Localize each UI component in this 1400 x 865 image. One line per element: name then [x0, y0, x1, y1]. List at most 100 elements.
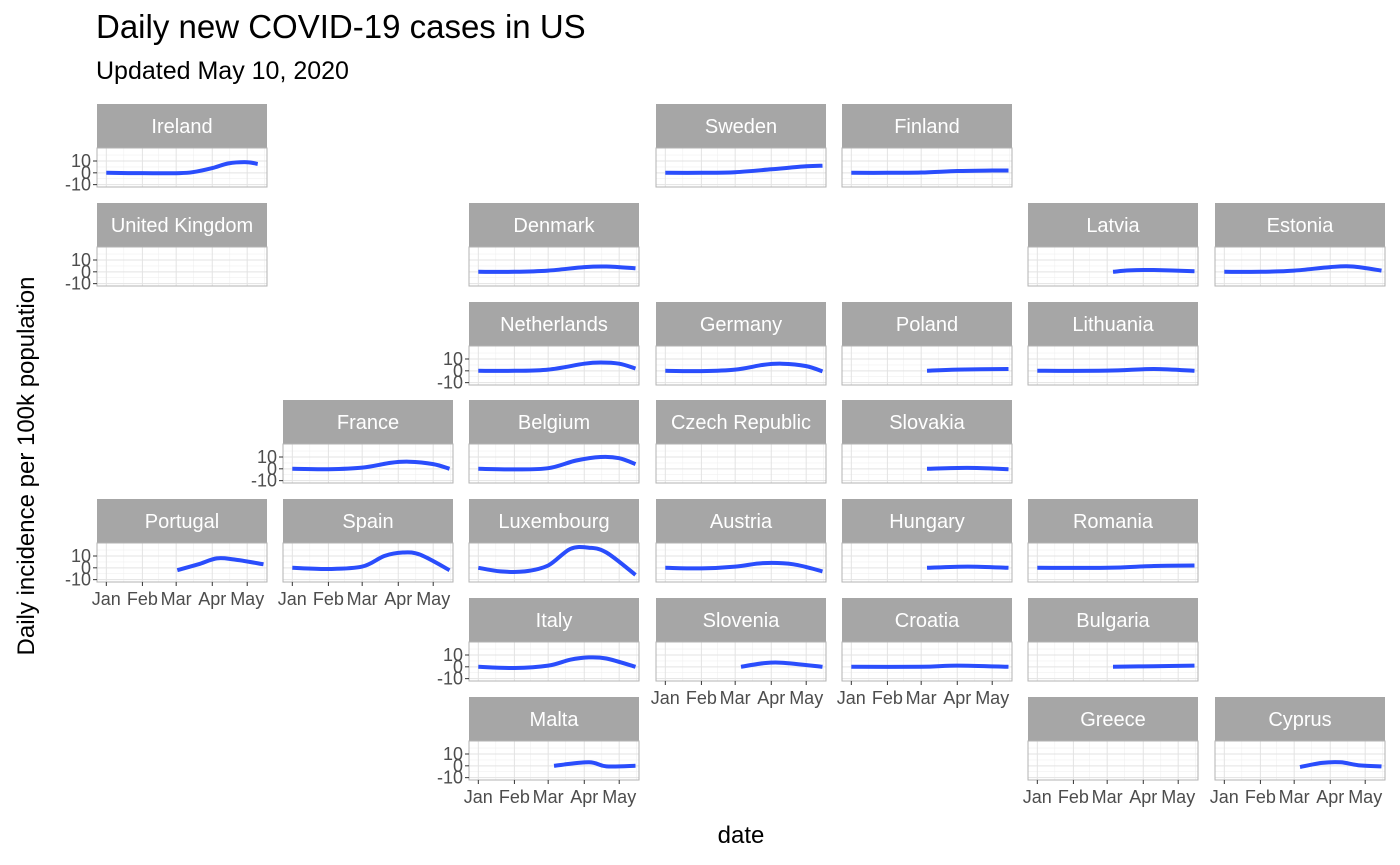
- series-line-romania: [1037, 563, 1195, 570]
- x-tick-label: Feb: [127, 589, 158, 609]
- facet-strip: [842, 598, 1012, 642]
- facet-strip-label: Austria: [710, 511, 773, 533]
- plot-area: [97, 247, 267, 286]
- series-line-hungary: [926, 564, 1009, 570]
- x-tick-label: Jan: [651, 688, 680, 708]
- facet-strip-label: Slovakia: [889, 412, 965, 434]
- y-tick-label: -10: [251, 471, 277, 491]
- panel-border: [1214, 246, 1386, 287]
- panel-border: [468, 542, 640, 583]
- series-line-portugal: [176, 556, 264, 573]
- series-line-slovenia: [740, 660, 823, 669]
- series-line-finland: [851, 168, 1009, 175]
- x-tick-label: Apr: [1316, 787, 1344, 807]
- x-tick-label: Feb: [686, 688, 717, 708]
- facet-strip: [842, 499, 1012, 543]
- y-tick-label: 0: [453, 756, 463, 776]
- x-tick-label: Mar: [161, 589, 192, 609]
- facet-strip: [469, 302, 639, 346]
- plot-area: [469, 741, 639, 780]
- y-tick-label: 0: [81, 163, 91, 183]
- plot-area: [1028, 247, 1198, 286]
- facet-panel-ireland: Ireland: [96, 104, 268, 188]
- panel-border: [655, 147, 827, 188]
- x-tick-label: Mar: [533, 787, 564, 807]
- facet-strip-label: Cyprus: [1268, 709, 1331, 731]
- series-line-sweden: [665, 163, 823, 175]
- facet-strip-label: Ireland: [151, 116, 212, 138]
- plot-area: [842, 148, 1012, 187]
- panel-border: [282, 443, 454, 484]
- x-tick-label: Mar: [1092, 787, 1123, 807]
- x-tick-label: Jan: [92, 589, 121, 609]
- series-line-spain: [292, 550, 451, 572]
- facet-panel-italy: Italy: [468, 598, 640, 682]
- series-line-latvia: [1112, 267, 1195, 274]
- y-tick-label: 0: [267, 459, 277, 479]
- facet-strip-label: Greece: [1080, 709, 1146, 731]
- facet-panel-czech-republic: Czech Republic: [655, 400, 827, 484]
- panel-border: [841, 542, 1013, 583]
- facet-strip: [469, 697, 639, 741]
- facet-panel-luxembourg: Luxembourg: [468, 499, 640, 583]
- facet-panel-united-kingdom: United Kingdom: [96, 203, 268, 287]
- x-tick-label: Apr: [757, 688, 785, 708]
- y-tick-label: -10: [437, 768, 463, 788]
- facet-panel-hungary: Hungary: [841, 499, 1013, 583]
- panel-border: [96, 542, 268, 583]
- facet-strip: [469, 400, 639, 444]
- facet-strip: [842, 302, 1012, 346]
- facet-strip-label: Lithuania: [1072, 314, 1154, 336]
- facet-strip-label: Spain: [342, 511, 393, 533]
- x-tick-label: May: [975, 688, 1009, 708]
- facet-strip: [656, 104, 826, 148]
- plot-area: [1028, 346, 1198, 385]
- series-line-malta: [553, 760, 636, 769]
- x-tick-label: May: [230, 589, 264, 609]
- x-tick-label: Apr: [1129, 787, 1157, 807]
- panel-border: [841, 345, 1013, 386]
- y-tick-label: -10: [65, 274, 91, 294]
- facet-strip-label: Netherlands: [500, 314, 608, 336]
- facet-strip-label: Sweden: [705, 116, 777, 138]
- facet-panel-lithuania: Lithuania: [1027, 302, 1199, 386]
- plot-area: [97, 148, 267, 187]
- facet-strip-label: Luxembourg: [498, 511, 609, 533]
- facet-strip-label: Denmark: [513, 215, 595, 237]
- series-line-france: [292, 459, 451, 472]
- x-tick-label: May: [1348, 787, 1382, 807]
- panel-border: [841, 641, 1013, 682]
- facet-strip: [469, 499, 639, 543]
- x-tick-label: Mar: [720, 688, 751, 708]
- x-tick-label: May: [789, 688, 823, 708]
- series-line-netherlands: [478, 360, 637, 373]
- plot-area: [842, 642, 1012, 681]
- facet-panel-poland: Poland: [841, 302, 1013, 386]
- facet-panel-belgium: Belgium: [468, 400, 640, 484]
- facet-panel-netherlands: Netherlands: [468, 302, 640, 386]
- x-tick-label: Mar: [347, 589, 378, 609]
- x-tick-label: May: [1161, 787, 1195, 807]
- y-tick-label: 0: [81, 262, 91, 282]
- plot-area: [469, 444, 639, 483]
- panel-border: [468, 740, 640, 781]
- x-tick-label: Jan: [1210, 787, 1239, 807]
- series-line-lithuania: [1037, 367, 1195, 373]
- y-axis-title: Daily incidence per 100k population: [13, 277, 40, 656]
- facet-strip: [1215, 697, 1385, 741]
- facet-panel-cyprus: Cyprus: [1214, 697, 1386, 781]
- facet-panel-portugal: Portugal: [96, 499, 268, 583]
- facet-panel-austria: Austria: [655, 499, 827, 583]
- facet-strip: [1028, 499, 1198, 543]
- facet-strip: [283, 499, 453, 543]
- facet-panel-croatia: Croatia: [841, 598, 1013, 682]
- panel-border: [1027, 641, 1199, 682]
- series-line-belgium: [478, 454, 637, 472]
- facet-panel-estonia: Estonia: [1214, 203, 1386, 287]
- y-tick-label: -10: [437, 669, 463, 689]
- facet-strip-label: Finland: [894, 116, 960, 138]
- y-tick-label: 10: [71, 151, 91, 171]
- y-tick-label: 10: [71, 546, 91, 566]
- panel-border: [96, 246, 268, 287]
- series-line-germany: [665, 361, 824, 374]
